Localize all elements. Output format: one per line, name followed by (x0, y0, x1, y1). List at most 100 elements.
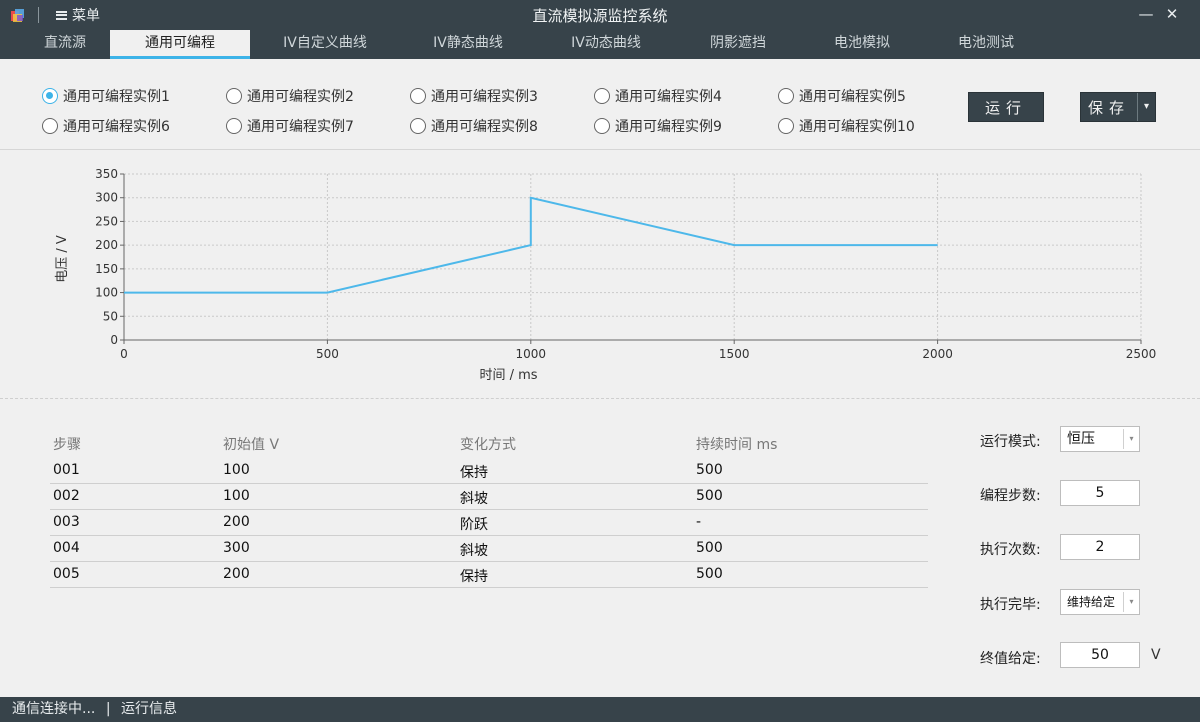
cell-initial-value: 100 (223, 462, 250, 478)
title-separator (38, 7, 39, 23)
on-complete-select[interactable]: 维持给定 ▾ (1060, 589, 1140, 615)
x-tick-label: 2000 (922, 347, 953, 361)
chevron-down-icon: ▾ (1123, 592, 1139, 612)
save-button[interactable]: 保存 ▾ (1080, 92, 1156, 122)
radio-instance-4[interactable]: 通用可编程实例4 (594, 86, 722, 106)
radio-label: 通用可编程实例2 (247, 89, 354, 105)
section-divider (0, 149, 1200, 150)
tab-bar: 直流源 通用可编程 IV自定义曲线 IV静态曲线 IV动态曲线 阴影遮挡 电池模… (0, 30, 1200, 59)
radio-instance-7[interactable]: 通用可编程实例7 (226, 116, 354, 136)
header-step: 步骤 (53, 437, 81, 453)
step-table: 步骤 初始值 V 变化方式 持续时间 ms 001 100 保持 500 002… (50, 430, 928, 588)
y-tick-label: 50 (103, 309, 118, 323)
tab-dc-source[interactable]: 直流源 (44, 35, 86, 51)
voltage-time-chart: 0 50 100 150 200 250 300 350 0 500 1000 1500 2000 250… (55, 167, 1157, 383)
run-mode-select[interactable]: 恒压 ▾ (1060, 426, 1140, 452)
radio-circle-icon (226, 118, 242, 134)
exec-count-label: 执行次数: (980, 542, 1041, 558)
table-header-row: 步骤 初始值 V 变化方式 持续时间 ms (50, 430, 928, 458)
cell-duration: 500 (696, 488, 723, 504)
run-mode-label: 运行模式: (980, 434, 1041, 450)
menu-label: 菜单 (72, 8, 100, 24)
radio-instance-9[interactable]: 通用可编程实例9 (594, 116, 722, 136)
y-tick-label: 350 (95, 167, 118, 181)
radio-circle-icon (410, 118, 426, 134)
program-steps-input[interactable]: 5 (1060, 480, 1140, 506)
radio-label: 通用可编程实例1 (63, 89, 170, 105)
cell-duration: 500 (696, 566, 723, 582)
radio-circle-icon (226, 88, 242, 104)
x-tick-label: 2500 (1126, 347, 1157, 361)
tab-battery-test[interactable]: 电池测试 (958, 35, 1014, 51)
cell-step: 001 (53, 462, 80, 478)
radio-instance-10[interactable]: 通用可编程实例10 (778, 116, 915, 136)
radio-label: 通用可编程实例10 (799, 119, 915, 135)
table-row[interactable]: 002 100 斜坡 500 (50, 484, 928, 510)
cell-step: 003 (53, 514, 80, 530)
y-tick-label: 300 (95, 191, 118, 205)
radio-label: 通用可编程实例9 (615, 119, 722, 135)
radio-instance-1[interactable]: 通用可编程实例1 (42, 86, 170, 106)
radio-label: 通用可编程实例5 (799, 89, 906, 105)
cell-change-mode: 保持 (460, 569, 488, 585)
minimize-button[interactable]: — (1138, 5, 1154, 23)
radio-instance-8[interactable]: 通用可编程实例8 (410, 116, 538, 136)
voltage-series-line (124, 196, 938, 294)
cell-change-mode: 斜坡 (460, 543, 488, 559)
table-row[interactable]: 001 100 保持 500 (50, 458, 928, 484)
y-tick-label: 0 (110, 333, 118, 347)
radio-circle-icon (594, 88, 610, 104)
chevron-down-icon: ▾ (1123, 429, 1139, 449)
final-setpoint-input[interactable]: 50 (1060, 642, 1140, 668)
radio-label: 通用可编程实例7 (247, 119, 354, 135)
radio-circle-icon (410, 88, 426, 104)
table-row[interactable]: 005 200 保持 500 (50, 562, 928, 588)
cell-step: 002 (53, 488, 80, 504)
tab-shading[interactable]: 阴影遮挡 (710, 35, 766, 51)
radio-instance-6[interactable]: 通用可编程实例6 (42, 116, 170, 136)
y-tick-label: 100 (95, 286, 118, 300)
cell-duration: 500 (696, 462, 723, 478)
radio-instance-3[interactable]: 通用可编程实例3 (410, 86, 538, 106)
app-logo-icon (11, 9, 24, 22)
cell-initial-value: 100 (223, 488, 250, 504)
final-setpoint-unit: V (1151, 647, 1161, 663)
table-row[interactable]: 003 200 阶跃 - (50, 510, 928, 536)
run-button[interactable]: 运行 (968, 92, 1044, 122)
tab-iv-static-curve[interactable]: IV静态曲线 (433, 35, 503, 51)
save-dropdown-arrow-icon[interactable]: ▾ (1137, 93, 1155, 121)
cell-change-mode: 保持 (460, 465, 488, 481)
run-mode-value: 恒压 (1067, 431, 1095, 447)
y-tick-label: 250 (95, 214, 118, 228)
x-tick-label: 1000 (516, 347, 547, 361)
cell-step: 005 (53, 566, 80, 582)
radio-instance-2[interactable]: 通用可编程实例2 (226, 86, 354, 106)
header-change-mode: 变化方式 (460, 437, 516, 453)
radio-label: 通用可编程实例3 (431, 89, 538, 105)
radio-circle-icon (42, 118, 58, 134)
on-complete-value: 维持给定 (1067, 595, 1116, 609)
header-duration: 持续时间 ms (696, 437, 778, 453)
radio-label: 通用可编程实例6 (63, 119, 170, 135)
close-button[interactable]: ✕ (1165, 5, 1179, 23)
table-row[interactable]: 004 300 斜坡 500 (50, 536, 928, 562)
final-setpoint-label: 终值给定: (980, 651, 1041, 667)
cell-initial-value: 200 (223, 566, 250, 582)
tab-general-programmable[interactable]: 通用可编程 (110, 30, 250, 59)
y-tick-label: 200 (95, 238, 118, 252)
run-info[interactable]: 运行信息 (120, 701, 177, 717)
exec-count-input[interactable]: 2 (1060, 534, 1140, 560)
radio-label: 通用可编程实例4 (615, 89, 722, 105)
cell-step: 004 (53, 540, 80, 556)
radio-instance-5[interactable]: 通用可编程实例5 (778, 86, 906, 106)
tab-iv-dynamic-curve[interactable]: IV动态曲线 (571, 35, 641, 51)
cell-initial-value: 200 (223, 514, 250, 530)
cell-change-mode: 斜坡 (460, 491, 488, 507)
tab-battery-sim[interactable]: 电池模拟 (834, 35, 890, 51)
x-tick-label: 500 (316, 347, 339, 361)
menu-button[interactable]: 菜单 (56, 5, 100, 25)
tab-iv-custom-curve[interactable]: IV自定义曲线 (283, 35, 367, 51)
radio-circle-icon (42, 88, 58, 104)
x-tick-label: 0 (120, 347, 128, 361)
radio-label: 通用可编程实例8 (431, 119, 538, 135)
